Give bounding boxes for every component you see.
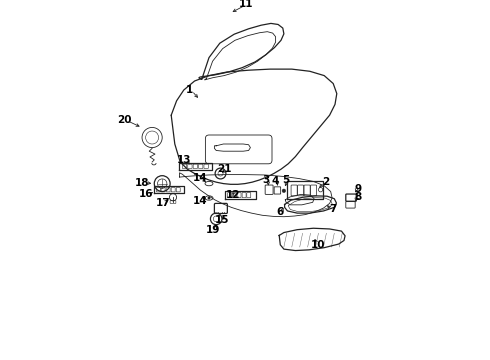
Text: 15: 15 (215, 215, 230, 225)
Text: 4: 4 (271, 176, 279, 186)
Text: 14: 14 (193, 173, 208, 183)
Text: 9: 9 (354, 184, 362, 194)
Text: 5: 5 (282, 175, 289, 185)
Text: 12: 12 (225, 190, 240, 200)
Text: 17: 17 (156, 198, 170, 208)
Text: 7: 7 (329, 204, 337, 214)
Text: 6: 6 (276, 207, 283, 217)
Text: 21: 21 (217, 164, 231, 174)
Text: 11: 11 (239, 0, 253, 9)
Text: 2: 2 (322, 177, 329, 187)
Text: 16: 16 (139, 189, 153, 199)
Circle shape (282, 189, 286, 193)
Text: 10: 10 (311, 240, 326, 250)
Text: 1: 1 (186, 85, 193, 95)
Text: 8: 8 (354, 192, 362, 202)
Circle shape (208, 197, 210, 199)
Text: 18: 18 (135, 177, 149, 188)
Text: 14: 14 (193, 196, 208, 206)
Text: 13: 13 (177, 155, 192, 165)
Text: 3: 3 (262, 175, 270, 185)
Text: 19: 19 (206, 225, 220, 235)
Text: 20: 20 (117, 115, 131, 125)
